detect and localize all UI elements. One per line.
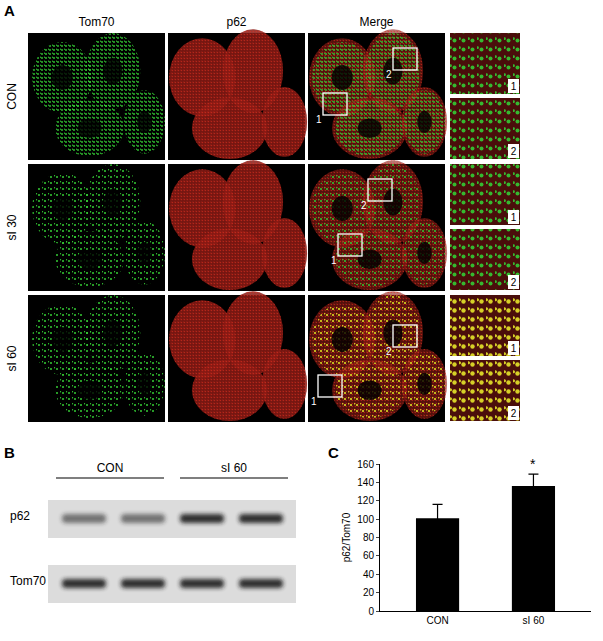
svg-text:B: B bbox=[4, 444, 15, 461]
svg-text:Merge: Merge bbox=[359, 15, 393, 29]
svg-text:2: 2 bbox=[386, 346, 392, 357]
svg-text:2: 2 bbox=[386, 69, 392, 80]
svg-text:*: * bbox=[530, 456, 536, 472]
svg-text:1: 1 bbox=[316, 114, 322, 125]
svg-text:40: 40 bbox=[363, 569, 375, 580]
svg-text:A: A bbox=[4, 2, 15, 19]
svg-text:CON: CON bbox=[97, 461, 124, 475]
svg-text:CON: CON bbox=[5, 83, 19, 110]
svg-text:p62: p62 bbox=[10, 509, 30, 523]
svg-text:p62: p62 bbox=[226, 15, 246, 29]
svg-text:sI 60: sI 60 bbox=[523, 615, 545, 626]
svg-text:2: 2 bbox=[511, 408, 517, 419]
svg-text:2: 2 bbox=[361, 200, 367, 211]
svg-text:100: 100 bbox=[357, 514, 374, 525]
svg-text:CON: CON bbox=[426, 615, 448, 626]
svg-text:120: 120 bbox=[357, 495, 374, 506]
svg-text:Tom70: Tom70 bbox=[10, 574, 46, 588]
svg-text:2: 2 bbox=[511, 277, 517, 288]
svg-text:C: C bbox=[328, 444, 339, 461]
svg-text:160: 160 bbox=[357, 459, 374, 470]
svg-text:Tom70: Tom70 bbox=[78, 15, 114, 29]
svg-text:60: 60 bbox=[363, 550, 375, 561]
svg-text:sI 30: sI 30 bbox=[5, 214, 19, 240]
svg-text:sI 60: sI 60 bbox=[221, 461, 247, 475]
svg-text:1: 1 bbox=[331, 255, 337, 266]
svg-text:140: 140 bbox=[357, 477, 374, 488]
svg-text:1: 1 bbox=[311, 396, 317, 407]
svg-text:1: 1 bbox=[511, 212, 517, 223]
svg-text:20: 20 bbox=[363, 587, 375, 598]
svg-text:1: 1 bbox=[511, 343, 517, 354]
svg-text:80: 80 bbox=[363, 532, 375, 543]
svg-text:sI 60: sI 60 bbox=[5, 345, 19, 371]
svg-text:1: 1 bbox=[511, 81, 517, 92]
svg-text:2: 2 bbox=[511, 146, 517, 157]
svg-text:0: 0 bbox=[368, 606, 374, 617]
svg-text:p62/Tom70: p62/Tom70 bbox=[341, 512, 352, 562]
